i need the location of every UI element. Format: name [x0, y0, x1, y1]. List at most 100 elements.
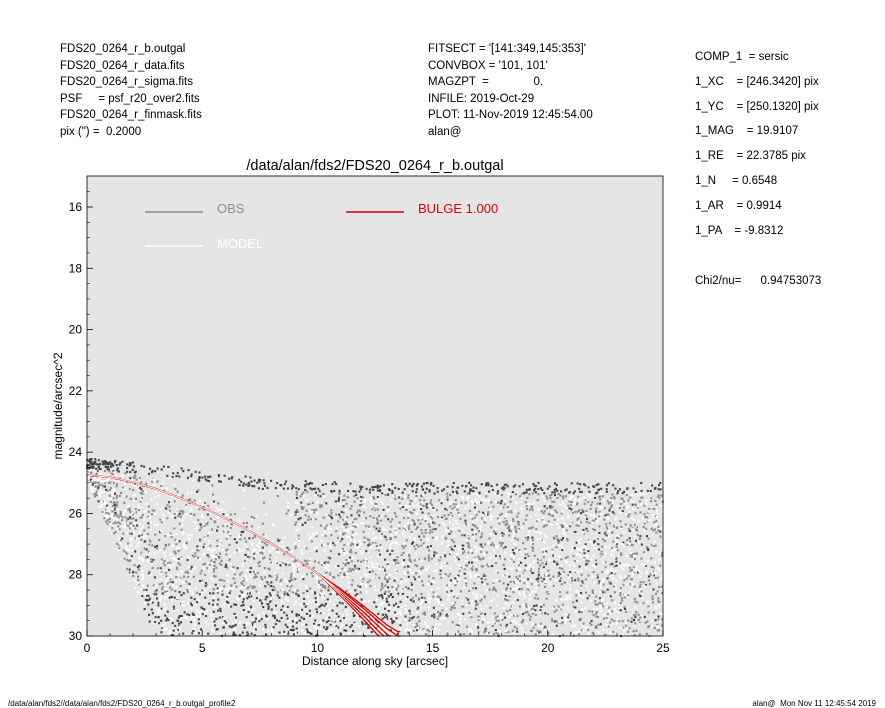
obs-point	[474, 600, 477, 603]
obs-point	[553, 489, 556, 492]
obs-point	[640, 593, 643, 596]
obs-point	[619, 576, 622, 579]
obs-point	[427, 608, 430, 611]
obs-point	[496, 615, 499, 618]
obs-point	[617, 490, 620, 493]
obs-point	[385, 597, 388, 600]
obs-point	[442, 575, 445, 578]
obs-point	[128, 487, 131, 490]
obs-point	[224, 565, 227, 568]
obs-point	[387, 609, 390, 612]
obs-point	[398, 611, 401, 614]
obs-point	[349, 544, 352, 547]
obs-point	[555, 522, 558, 525]
obs-point	[173, 500, 176, 503]
obs-point	[519, 593, 522, 596]
obs-point	[578, 553, 581, 556]
obs-point	[556, 620, 559, 623]
obs-point	[185, 506, 188, 509]
obs-point	[413, 520, 416, 523]
obs-point	[658, 568, 661, 571]
obs-point	[171, 544, 174, 547]
obs-point	[473, 558, 476, 561]
obs-point	[515, 502, 518, 505]
obs-point	[416, 626, 419, 629]
obs-point	[607, 513, 610, 516]
obs-point	[499, 557, 502, 560]
obs-point	[242, 585, 245, 588]
obs-point	[228, 477, 231, 480]
obs-point	[298, 619, 301, 622]
obs-point	[472, 492, 475, 495]
obs-point	[186, 492, 189, 495]
obs-point	[547, 569, 550, 572]
obs-point	[624, 523, 627, 526]
obs-point	[97, 469, 100, 472]
obs-point	[580, 611, 583, 614]
obs-point	[276, 594, 279, 597]
obs-point	[422, 482, 425, 485]
obs-point	[443, 514, 446, 517]
obs-point	[591, 593, 594, 596]
obs-point	[586, 517, 589, 520]
obs-point	[557, 574, 560, 577]
obs-point	[299, 495, 302, 498]
obs-point	[394, 587, 397, 590]
obs-point	[656, 625, 659, 628]
obs-point	[371, 498, 374, 501]
obs-point	[512, 551, 515, 554]
obs-point	[547, 632, 550, 635]
obs-point	[280, 616, 283, 619]
obs-point	[359, 504, 362, 507]
obs-point	[561, 525, 564, 528]
obs-point	[264, 593, 267, 596]
obs-point	[107, 512, 110, 515]
obs-point	[127, 504, 130, 507]
obs-point	[358, 490, 361, 493]
obs-point	[616, 540, 619, 543]
obs-point	[352, 630, 355, 633]
obs-point	[501, 532, 504, 535]
obs-point	[604, 561, 607, 564]
obs-point	[619, 594, 622, 597]
obs-point	[387, 518, 390, 521]
obs-point	[519, 580, 522, 583]
obs-point	[190, 604, 193, 607]
obs-point	[412, 600, 415, 603]
obs-point	[508, 534, 511, 537]
obs-point	[144, 592, 147, 595]
obs-point	[421, 532, 424, 535]
obs-point	[229, 589, 232, 592]
obs-point	[582, 581, 585, 584]
obs-point	[427, 557, 430, 560]
obs-point	[406, 628, 409, 631]
obs-point	[481, 596, 484, 599]
obs-point	[177, 494, 180, 497]
obs-point	[164, 628, 167, 631]
obs-point	[384, 515, 387, 518]
obs-point	[374, 585, 377, 588]
obs-point	[343, 561, 346, 564]
obs-point	[510, 549, 513, 552]
obs-point	[342, 518, 345, 521]
obs-point	[89, 471, 92, 474]
obs-point	[629, 554, 632, 557]
obs-point	[215, 515, 218, 518]
obs-point	[416, 504, 419, 507]
obs-point	[481, 520, 484, 523]
obs-point	[212, 493, 215, 496]
obs-point	[376, 546, 379, 549]
obs-point	[634, 622, 637, 625]
obs-point	[469, 549, 472, 552]
obs-point	[153, 607, 156, 610]
obs-point	[488, 506, 491, 509]
obs-point	[631, 544, 634, 547]
obs-point	[353, 566, 356, 569]
obs-point	[188, 586, 191, 589]
obs-point	[576, 502, 579, 505]
obs-point	[615, 560, 618, 563]
obs-point	[216, 525, 219, 528]
obs-point	[204, 475, 207, 478]
obs-point	[105, 514, 108, 517]
obs-point	[110, 498, 113, 501]
